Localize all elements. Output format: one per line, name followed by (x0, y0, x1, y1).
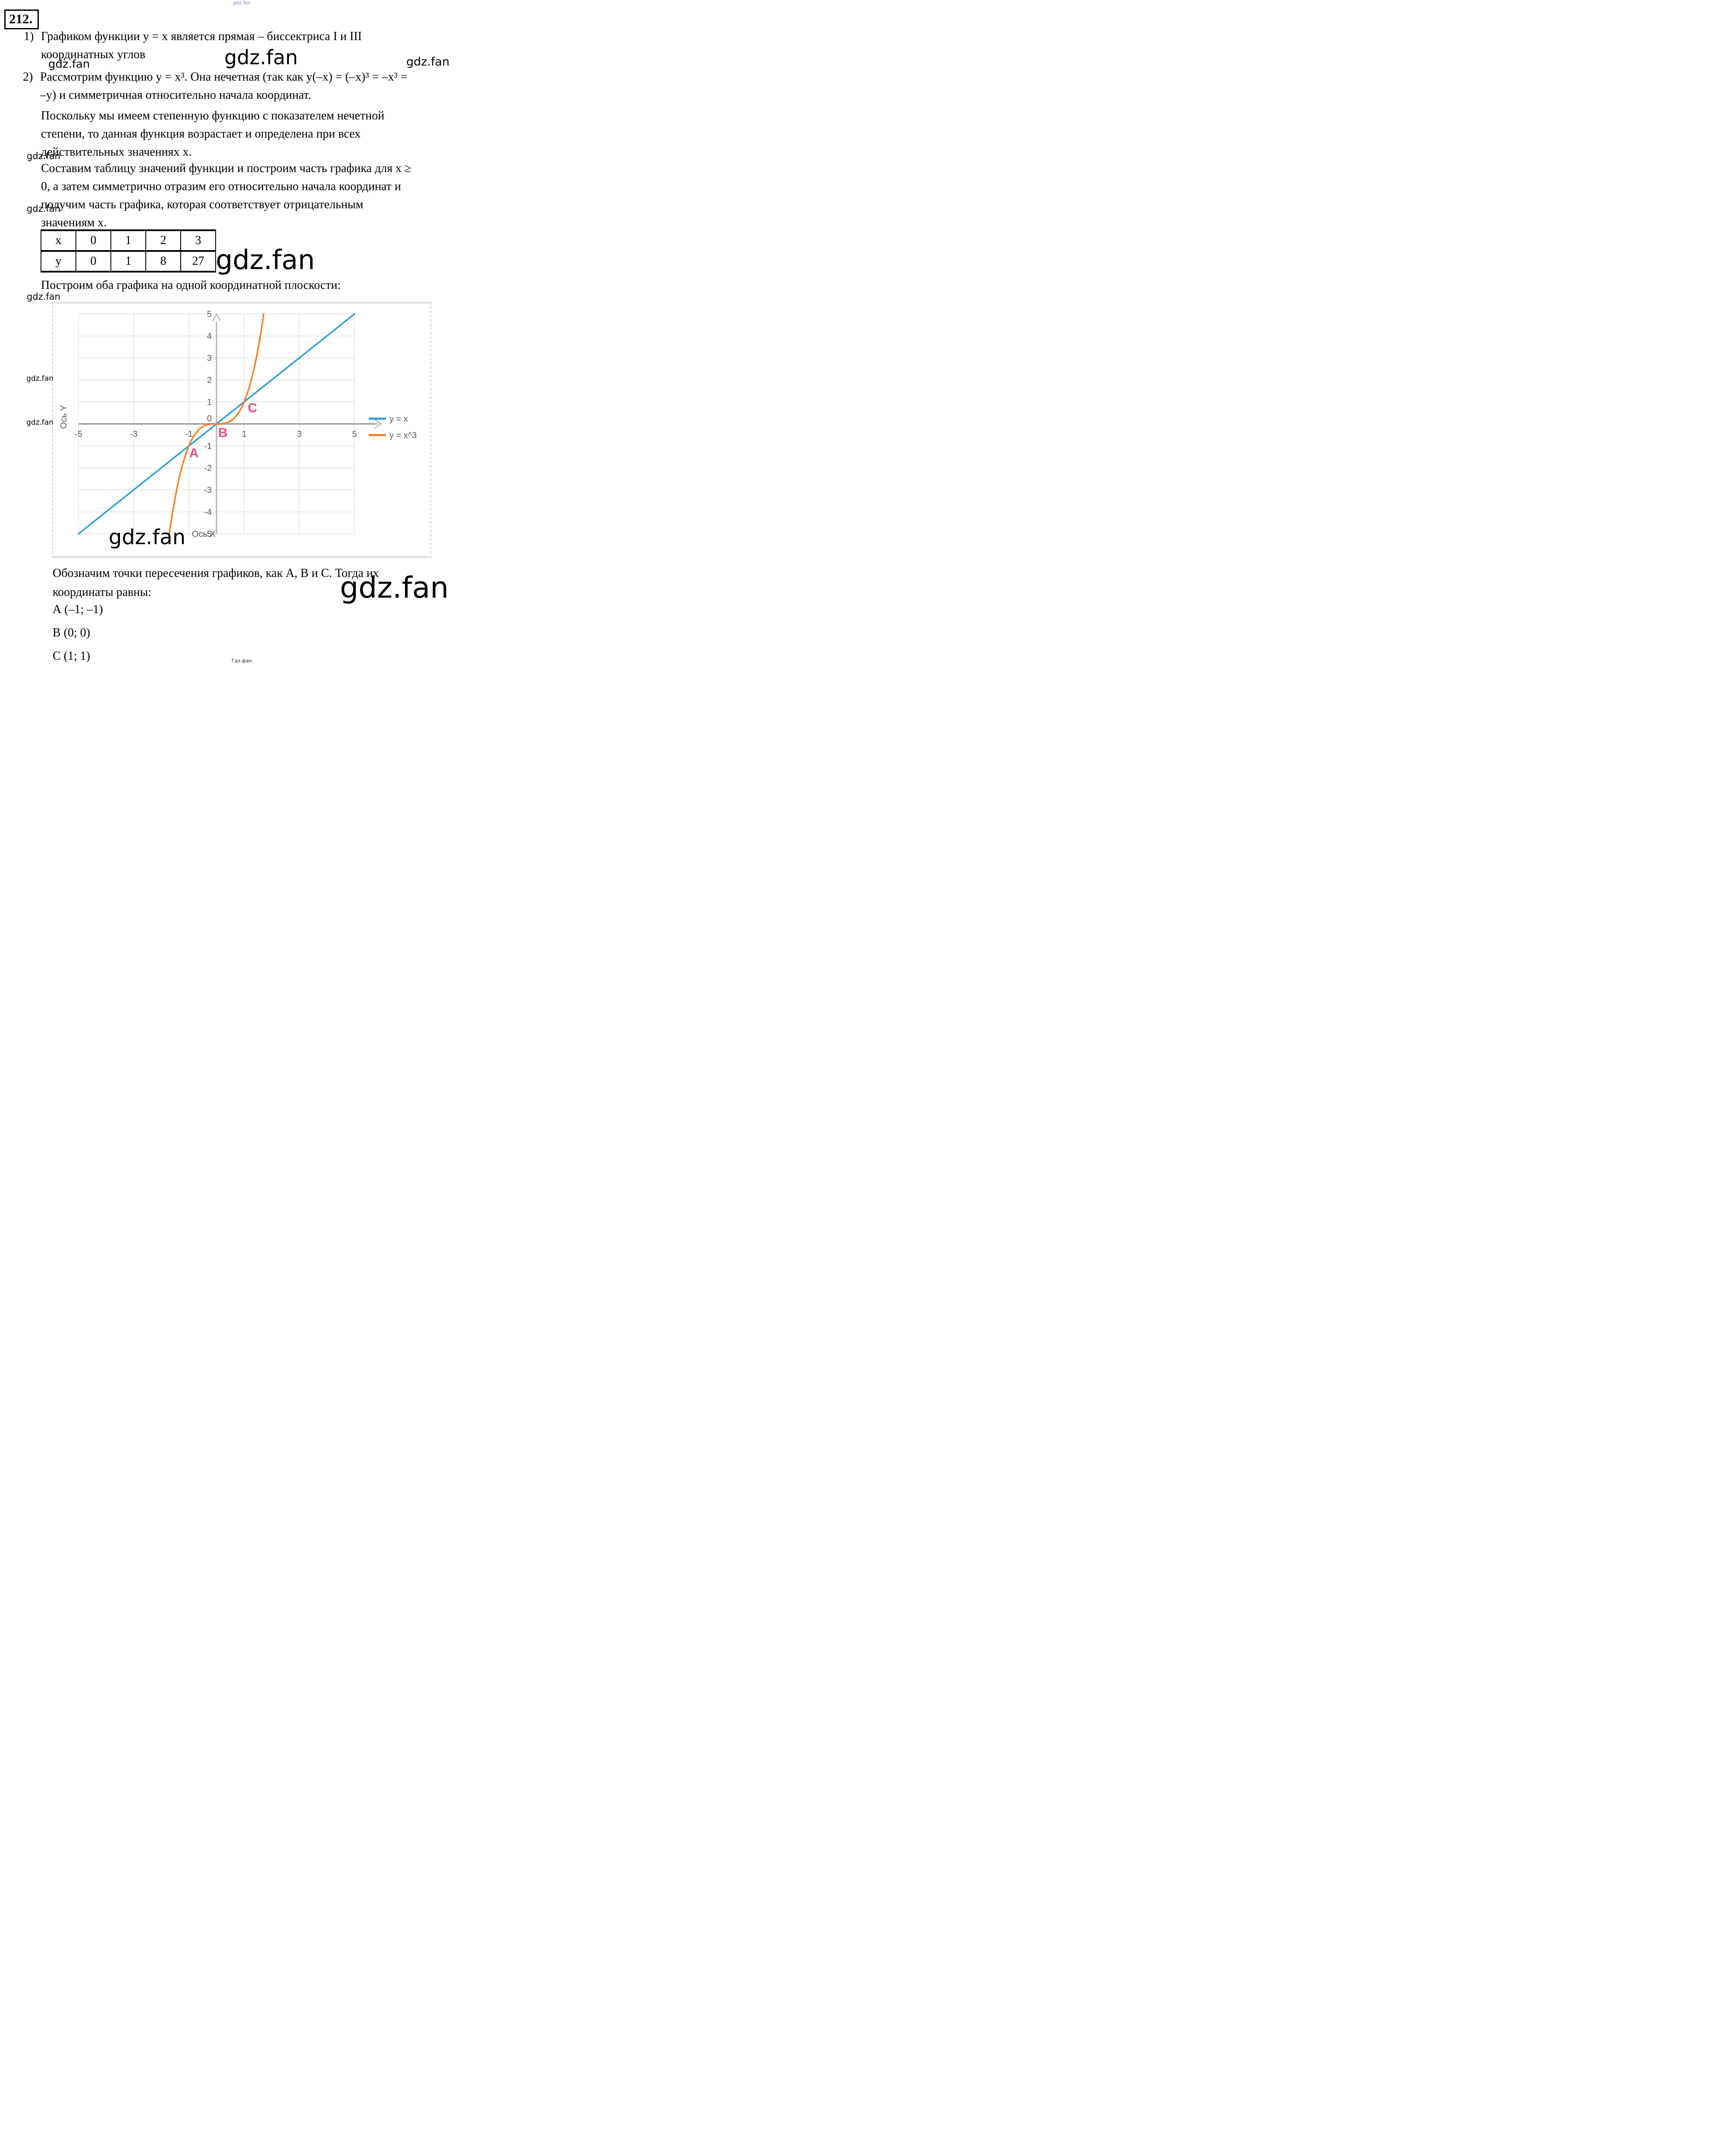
text-line: Графиком функции y = x является прямая –… (41, 30, 362, 43)
text-line: степени, то данная функция возрастает и … (41, 127, 361, 141)
table-cell: 3 (180, 230, 216, 251)
watermark: gdz.fan (224, 46, 298, 69)
svg-text:5: 5 (207, 310, 212, 319)
problem-number-box: 212. (4, 9, 39, 29)
point-b-coordinates: В (0; 0) (53, 626, 91, 639)
svg-text:C: C (248, 401, 257, 415)
text-line: –y) и симметричная относительно начала к… (40, 88, 311, 102)
chart-svg: 5 4 3 2 1 0 -1 -2 -3 -4 -5 -5 -3 -1 1 3 5 A B Cy = x y = x^3… (59, 310, 417, 539)
table-cell: 27 (180, 251, 216, 272)
problem-number: 212. (9, 11, 33, 26)
watermark: gdz.fan (48, 58, 90, 71)
svg-text:B: B (218, 426, 228, 440)
svg-text:-1: -1 (185, 429, 193, 439)
text-line: действительных значениях x. (41, 145, 192, 159)
svg-text:1: 1 (242, 429, 246, 439)
conclusion: Обозначим точки пересечения графиков, ка… (53, 564, 379, 602)
svg-text:A: A (189, 446, 199, 460)
table-cell: 1 (110, 230, 146, 251)
svg-text:5: 5 (352, 429, 357, 439)
svg-text:0: 0 (207, 414, 212, 423)
text-line: получим часть графика, которая соответст… (41, 198, 364, 211)
text-line: 0, а затем симметрично отразим его относ… (41, 180, 401, 193)
table-row-y: y 0 1 8 27 (41, 251, 216, 272)
svg-text:-5: -5 (204, 530, 212, 539)
list-item-2: 2) Рассмотрим функцию y = x³. Она нечетн… (23, 68, 408, 104)
text-line: Рассмотрим функцию y = x³. Она нечетная … (40, 70, 408, 84)
table-cell: 2 (145, 230, 181, 251)
text-line: Построим оба графика на одной координатн… (41, 279, 341, 292)
table-cell: 8 (145, 251, 181, 272)
watermark: gdz.fan (233, 0, 251, 6)
svg-text:-3: -3 (204, 486, 212, 495)
table-cell: 0 (75, 230, 111, 251)
page: { "problem_number": "212.", "list_items"… (0, 0, 474, 667)
watermark: gdz.fan (26, 418, 54, 427)
list-item-1: 1) Графиком функции y = x является пряма… (24, 28, 362, 64)
point-c-coordinates: С (1; 1) (53, 649, 91, 663)
text-line: Составим таблицу значений функции и пост… (41, 162, 411, 175)
watermark: gdz.fan (109, 525, 186, 549)
svg-text:y = x: y = x (389, 414, 408, 424)
svg-text:1: 1 (207, 398, 212, 407)
watermark: gdz.fan (27, 151, 60, 161)
values-table: x 0 1 2 3 y 0 1 8 27 (41, 229, 216, 273)
svg-text:3: 3 (207, 354, 212, 363)
svg-text:3: 3 (297, 429, 301, 439)
svg-text:-4: -4 (204, 508, 212, 517)
svg-text:-3: -3 (130, 429, 138, 439)
svg-text:4: 4 (207, 332, 212, 341)
footer-site-mark: Гдз.фан (232, 658, 252, 664)
svg-text:2: 2 (207, 376, 212, 385)
watermark: gdz.fan (27, 204, 60, 214)
text-line: Обозначим точки пересечения графиков, ка… (53, 567, 379, 580)
svg-text:-2: -2 (204, 464, 212, 473)
watermark: gdz.fan (406, 55, 450, 69)
paragraph-plot-intro: Построим оба графика на одной координатн… (41, 276, 341, 295)
watermark: gdz.fan (340, 571, 449, 605)
table-cell: 0 (75, 251, 111, 272)
text-line: значениям x. (41, 216, 107, 229)
svg-text:Ось X: Ось X (192, 530, 216, 539)
svg-text:-5: -5 (75, 429, 82, 439)
text-line: Поскольку мы имеем степенную функцию с п… (41, 109, 385, 122)
table-row-x: x 0 1 2 3 (41, 230, 216, 251)
point-a-coordinates: А (–1; –1) (53, 603, 103, 616)
svg-text:y = x^3: y = x^3 (389, 431, 417, 440)
watermark: gdz.fan (26, 374, 54, 383)
table-cell: y (41, 251, 76, 272)
watermark: gdz.fan (216, 244, 315, 276)
paragraph-monotonicity: Поскольку мы имеем степенную функцию с п… (41, 107, 384, 161)
paragraph-table-plan: Составим таблицу значений функции и пост… (41, 160, 411, 232)
text-line: координаты равны: (53, 586, 152, 599)
svg-text:Ось Y: Ось Y (59, 405, 69, 429)
svg-text:-1: -1 (204, 442, 212, 451)
table-cell: 1 (110, 251, 146, 272)
list-marker: 2) (23, 70, 33, 84)
list-marker: 1) (24, 30, 34, 43)
table-cell: x (41, 230, 76, 251)
text-line: координатных углов (41, 48, 146, 61)
watermark: gdz.fan (27, 291, 60, 302)
